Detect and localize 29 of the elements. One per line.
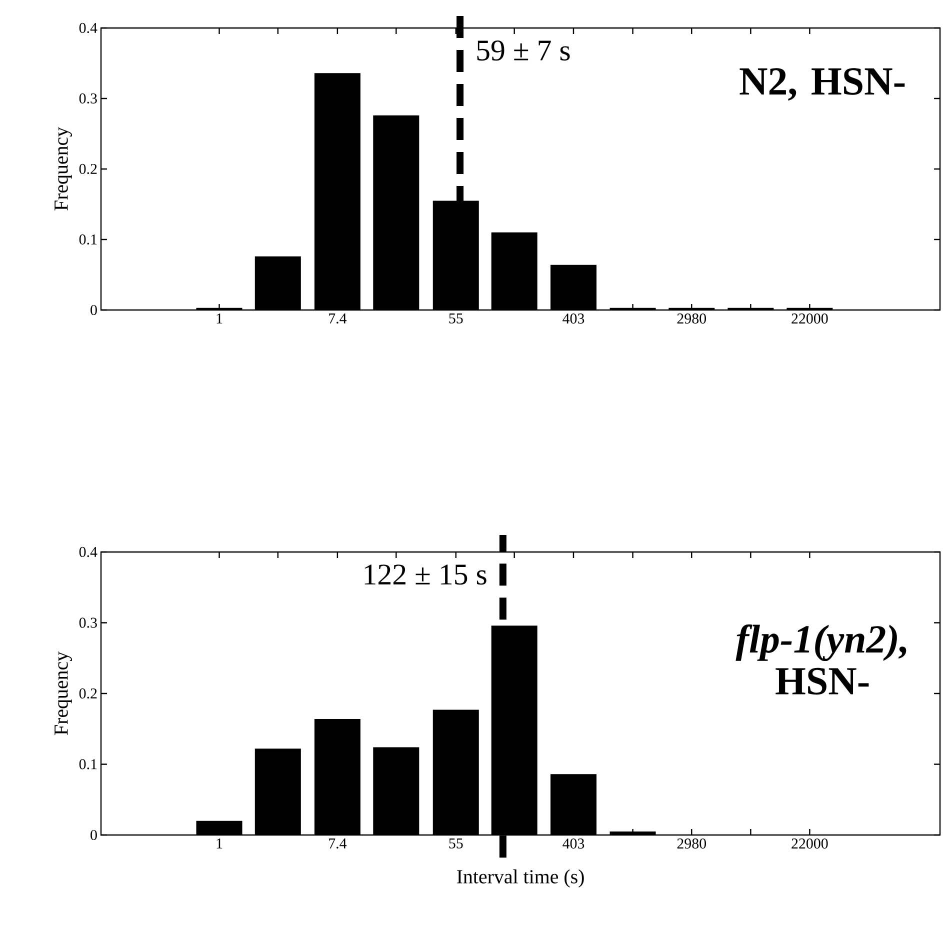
y-axis-title: Frequency: [54, 652, 72, 735]
x-tick-label: 2980: [677, 314, 706, 324]
y-axis-title: Frequency: [54, 127, 72, 210]
y-tick-label: 0: [90, 830, 97, 840]
y-tick-label: 0.2: [79, 688, 97, 699]
y-tick-label: 0: [90, 304, 97, 316]
x-tick-label: 403: [562, 314, 584, 324]
x-tick-label: 7.4: [329, 838, 347, 849]
y-tick-label: 0.2: [79, 164, 97, 174]
x-tick-label: 1: [216, 314, 222, 324]
ref-line-label: 59 ± 7 s: [477, 40, 570, 61]
y-tick-label: 0.4: [79, 22, 98, 34]
x-tick-label: 22000: [792, 838, 828, 849]
x-tick-label: 2980: [677, 838, 706, 849]
annotation: N2, HSN-: [740, 68, 905, 101]
ref-line-label: 122 ± 15 s: [364, 564, 486, 585]
x-tick-label: 55: [449, 838, 463, 848]
x-tick-label: 7.4: [329, 314, 347, 324]
y-tick-label: 0.3: [79, 618, 97, 628]
annotation: flp-1(yn2), HSN-: [736, 624, 906, 695]
x-tick-label: 1: [216, 838, 222, 848]
x-tick-label: 403: [562, 838, 584, 849]
x-tick-label: 22000: [792, 314, 828, 324]
y-tick-label: 0.4: [79, 546, 98, 558]
y-tick-label: 0.1: [79, 759, 97, 770]
y-tick-label: 0.1: [79, 234, 97, 245]
y-tick-label: 0.3: [79, 93, 97, 104]
x-tick-label: 55: [449, 314, 463, 324]
x-axis-title: Interval time (s): [457, 869, 584, 888]
